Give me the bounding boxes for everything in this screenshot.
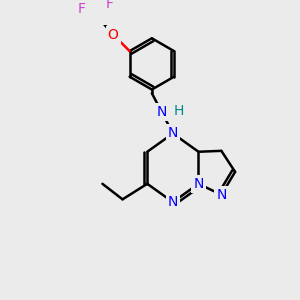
Text: N: N — [168, 127, 178, 140]
Text: N: N — [168, 195, 178, 209]
Text: N: N — [216, 188, 226, 202]
Text: O: O — [108, 28, 118, 42]
Text: N: N — [193, 177, 204, 191]
Text: F: F — [106, 0, 113, 11]
Text: H: H — [173, 103, 184, 118]
Text: N: N — [157, 105, 167, 119]
Text: F: F — [78, 2, 86, 16]
